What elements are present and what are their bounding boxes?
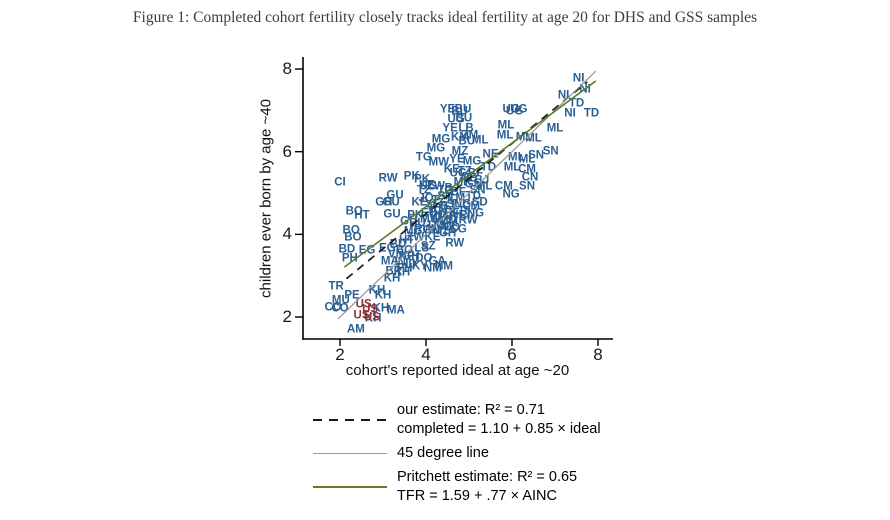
legend-entry-text: 45 degree line xyxy=(397,444,489,463)
scatter-point-label: ML xyxy=(475,180,493,193)
scatter-point-label: UG xyxy=(419,180,437,193)
x-tick-label: 2 xyxy=(335,345,345,364)
scatter-point-label: NI xyxy=(564,107,576,120)
scatter-point-label: EG xyxy=(378,242,396,255)
legend-entry-text: our estimate: R² = 0.71 completed = 1.10 … xyxy=(397,401,601,439)
legend-entry: our estimate: R² = 0.71 completed = 1.10 … xyxy=(313,401,601,439)
scatter-point-label: RW xyxy=(445,237,465,250)
scatter-point-label: PH xyxy=(341,251,358,264)
scatter-point-label: ML xyxy=(515,131,533,144)
scatter-point-label: MA xyxy=(386,304,405,317)
scatter-point-label: EG xyxy=(358,244,376,257)
x-tick-label: 6 xyxy=(507,345,517,364)
legend-line-sample-dashed-black xyxy=(313,418,387,422)
y-axis-title: children ever born by age ~40 xyxy=(257,99,275,298)
scatter-point-label: NE xyxy=(482,148,499,161)
scatter-point-label: SN xyxy=(542,144,559,157)
scatter-point-label: DO xyxy=(415,252,433,265)
x-axis-title: cohort's reported ideal at age ~20 xyxy=(345,362,570,379)
scatter-point-label: NG xyxy=(466,206,485,219)
legend-entry: 45 degree line xyxy=(313,444,601,463)
scatter-point-label: BO xyxy=(344,231,362,244)
y-tick-label: 6 xyxy=(282,141,292,161)
scatter-point-label: GU xyxy=(383,208,401,221)
x-tick-label: 4 xyxy=(421,345,431,364)
legend-text-row: 45 degree line xyxy=(397,445,489,461)
scatter-point-label: BR xyxy=(385,264,403,277)
y-tick-label: 2 xyxy=(282,307,292,326)
scatter-point-label: NG xyxy=(502,188,520,201)
scatter-point-label: UG xyxy=(505,104,524,117)
scatter-point-label: KE xyxy=(411,196,428,209)
scatter-point-label: ML xyxy=(496,129,514,142)
scatter-point-label: US xyxy=(363,311,380,324)
scatter-point-label: CO xyxy=(331,301,349,314)
scatter-point-label: GN xyxy=(422,224,440,237)
legend-text-row: Pritchett estimate: R² = 0.65 xyxy=(397,469,578,485)
scatter-point-label: SD xyxy=(471,196,488,209)
scatter-point-label: MR xyxy=(453,175,472,188)
scatter-point-label: NI xyxy=(557,89,570,102)
scatter-point-label: GU xyxy=(382,196,400,209)
scatter-point-label: KH xyxy=(374,289,392,302)
y-tick-label: 8 xyxy=(282,59,292,79)
scatter-point-label: SN xyxy=(519,180,536,193)
x-tick-label: 8 xyxy=(593,345,603,364)
legend-text-row: completed = 1.10 + 0.85 × ideal xyxy=(397,421,601,437)
scatter-point-label: HT xyxy=(354,209,370,222)
scatter-point-label: ZM xyxy=(430,210,448,223)
legend: our estimate: R² = 0.71 completed = 1.10 … xyxy=(313,401,601,511)
legend-entry-text: Pritchett estimate: R² = 0.65 TFR = 1.59 … xyxy=(397,468,577,506)
legend-text-row: TFR = 1.59 + .77 × AINC xyxy=(397,488,557,504)
scatter-point-label: PK xyxy=(407,208,424,221)
scatter-point-label: NI xyxy=(579,82,591,95)
y-tick-label: 4 xyxy=(282,224,292,244)
scatter-point-label: SN xyxy=(528,149,545,162)
scatter-point-label: AM xyxy=(346,323,365,336)
scatter-point-label: CO xyxy=(324,301,342,314)
legend-line-sample-solid-green xyxy=(313,486,387,488)
legend-line-sample-solid-gray xyxy=(313,452,387,455)
scatter-point-label: ML xyxy=(546,122,564,135)
scatter-point-label: NM xyxy=(423,262,442,275)
figure-title: Figure 1: Completed cohort fertility clo… xyxy=(132,9,758,26)
scatter-point-label: BF xyxy=(450,186,466,199)
scatter-point-label: TR xyxy=(328,280,344,293)
legend-entry: Pritchett estimate: R² = 0.65 TFR = 1.59 … xyxy=(313,468,601,506)
legend-text-row: our estimate: R² = 0.71 xyxy=(397,402,545,418)
scatter-point-label: RW xyxy=(378,172,398,185)
plot-area: NI NI NI TD NI TD ML ML ML SN UG UG UG ML ML ML ML SN ML CM… xyxy=(283,57,613,364)
scatter-point-label: CI xyxy=(334,175,346,188)
scatter-point-label: TD xyxy=(583,107,600,120)
